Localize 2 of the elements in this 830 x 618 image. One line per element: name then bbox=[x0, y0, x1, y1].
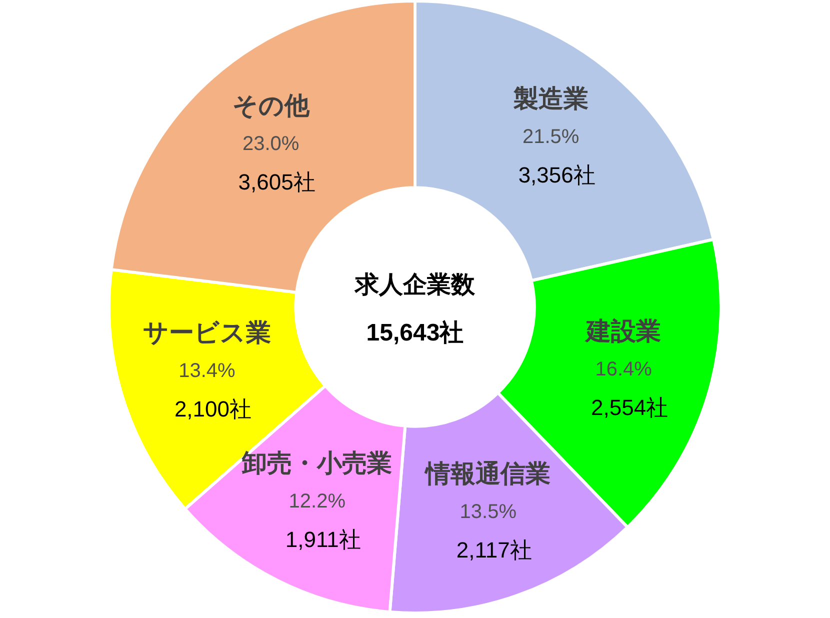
subtitle: 15,643社 bbox=[366, 320, 464, 346]
title: 求人企業数 bbox=[355, 272, 475, 298]
